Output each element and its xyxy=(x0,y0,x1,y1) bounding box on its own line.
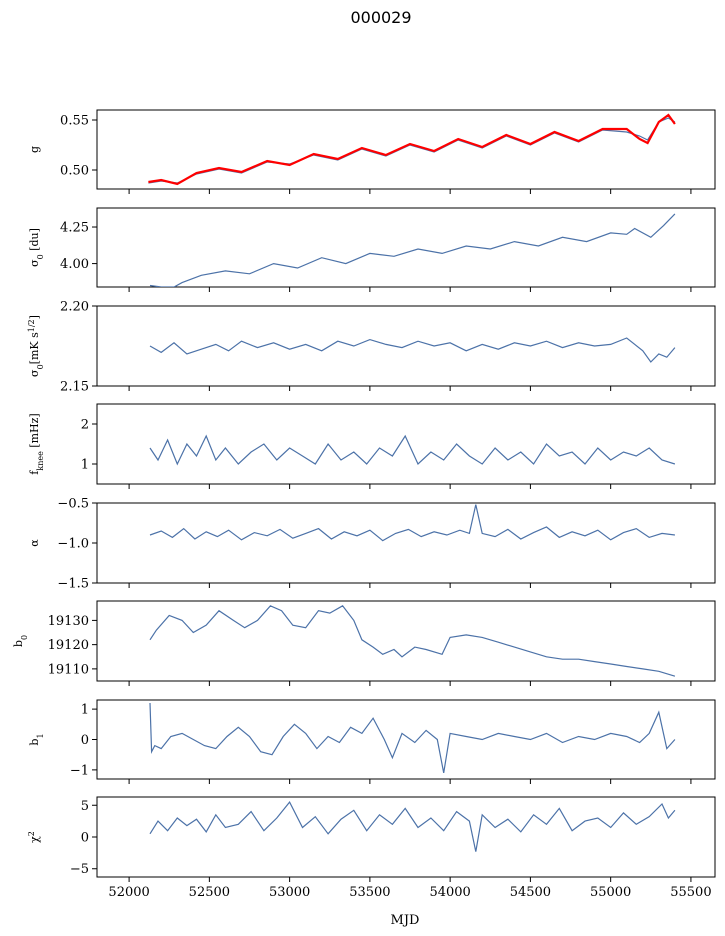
fknee-y-tick-label: 2 xyxy=(81,418,89,433)
panels: 0.50 0.55 g 4.00 4.25 σ0 [du] 2.15 2.20 σ0[mK s1… xyxy=(12,109,716,900)
x-tick-label: 53500 xyxy=(349,885,390,900)
sigma0_noise-y-axis-label: σ0[mK s1/2] xyxy=(27,315,45,377)
b0-y-tick-label: 19110 xyxy=(48,662,89,677)
panel-b1: −1 0 1 b1 xyxy=(28,699,716,784)
fknee-y-tick-label: 1 xyxy=(81,458,89,473)
x-tick-label: 52500 xyxy=(189,885,230,900)
fknee-axes-frame xyxy=(96,403,716,485)
sigma0-y-axis-label: σ0 [du] xyxy=(28,228,45,267)
chi2-series-line xyxy=(149,801,676,852)
chi2-y-axis-label: χ2 xyxy=(27,831,42,843)
b1-y-tick-label: −1 xyxy=(70,763,89,778)
panel-alpha: −1.5 −1.0 −0.5 α xyxy=(28,497,716,592)
x-tick-label: 54000 xyxy=(429,885,470,900)
alpha-y-tick-label: −1.5 xyxy=(57,577,89,592)
b0-y-tick-label: 19130 xyxy=(48,614,89,629)
sigma0-y-tick-label: 4.00 xyxy=(60,257,89,272)
g-y-tick-label: 0.50 xyxy=(60,164,89,179)
sigma0_noise-axes-frame xyxy=(96,305,716,387)
alpha-y-tick-label: −1.0 xyxy=(57,537,89,552)
b1-series-line xyxy=(149,702,676,774)
g-y-tick-label: 0.55 xyxy=(60,114,89,129)
g-axes-frame xyxy=(96,109,716,190)
sigma0-y-tick-label: 4.25 xyxy=(60,221,89,236)
sigma0-series-line xyxy=(149,213,676,287)
sigma0_noise-y-tick-label: 2.20 xyxy=(60,300,89,315)
b1-axes-frame xyxy=(96,699,716,780)
x-tick-label: 53000 xyxy=(269,885,310,900)
b1-y-tick-label: 0 xyxy=(81,733,89,748)
panel-b0: 19110 19120 19130 b0 xyxy=(12,600,716,686)
panel-chi2: 52000 52500 53000 53500 54000 54500 55000 55500… xyxy=(27,796,716,900)
figure-title: 000029 xyxy=(350,8,411,27)
x-tick-label: 55000 xyxy=(590,885,631,900)
panel-sigma0: 4.00 4.25 σ0 [du] xyxy=(28,207,716,292)
g-series-line xyxy=(148,117,676,184)
x-axis-label: MJD xyxy=(391,913,420,928)
b0-y-tick-label: 19120 xyxy=(48,638,89,653)
fknee-y-axis-label: fknee [mHz] xyxy=(28,413,45,474)
chi2-y-tick-label: 0 xyxy=(81,831,89,846)
panel-g: 0.50 0.55 g xyxy=(28,109,716,194)
panel-sigma0_noise: 2.15 2.20 σ0[mK s1/2] xyxy=(27,300,716,395)
x-tick-label: 52000 xyxy=(108,885,149,900)
alpha-series-line xyxy=(149,504,675,542)
sigma0_noise-y-tick-label: 2.15 xyxy=(60,380,89,395)
g-y-axis-label: g xyxy=(28,146,41,153)
b0-series-line xyxy=(149,605,676,677)
b1-y-tick-label: 1 xyxy=(81,703,89,718)
fknee-series-line xyxy=(149,434,676,466)
panel-fknee: 1 2 fknee [mHz] xyxy=(28,403,716,489)
x-tick-label: 55500 xyxy=(670,885,711,900)
b0-axes-frame xyxy=(96,600,716,682)
sigma0_noise-series-line xyxy=(149,337,676,363)
alpha-y-axis-label: α xyxy=(28,539,41,547)
g-overlay-line xyxy=(148,113,676,186)
alpha-y-tick-label: −0.5 xyxy=(57,497,89,512)
alpha-axes-frame xyxy=(96,502,716,584)
x-tick-label: 54500 xyxy=(510,885,551,900)
b1-y-axis-label: b1 xyxy=(28,733,45,745)
sigma0-axes-frame xyxy=(96,207,716,288)
b0-y-axis-label: b0 xyxy=(12,635,29,647)
chi2-y-tick-label: 5 xyxy=(81,799,89,814)
chi2-y-tick-label: −5 xyxy=(70,862,89,877)
